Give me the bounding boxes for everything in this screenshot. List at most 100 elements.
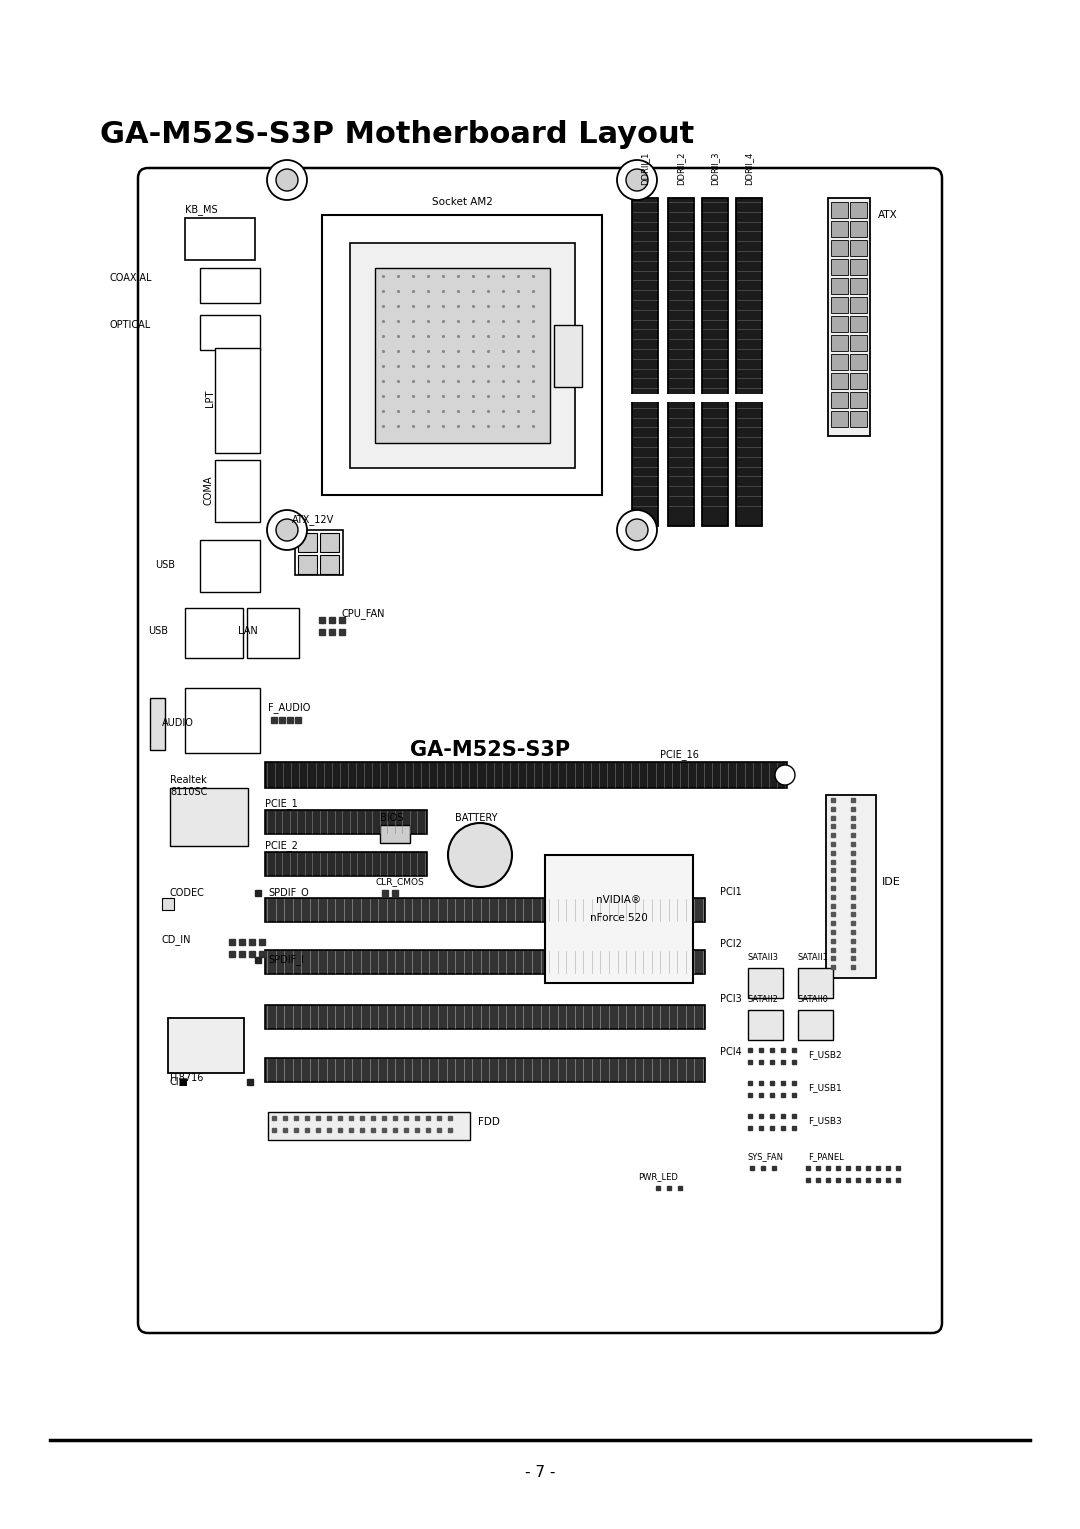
Bar [850,355,867,370]
Text: SPDIF_O: SPDIF_O [268,887,309,899]
Bar [831,411,848,427]
Bar [631,394,659,402]
Bar [735,394,762,402]
Bar [798,968,833,998]
Bar [215,460,260,521]
Text: DDRII_4: DDRII_4 [744,151,754,185]
Text: GA-M52S-S3P Motherboard Layout: GA-M52S-S3P Motherboard Layout [100,119,694,148]
Bar [850,335,867,352]
Bar [298,555,318,573]
Text: F_AUDIO: F_AUDIO [268,702,310,714]
Bar [185,609,243,657]
Text: SATAII1: SATAII1 [798,954,828,962]
Bar [831,202,848,219]
Text: COAXIAL: COAXIAL [110,274,152,283]
Text: ATX_12V: ATX_12V [292,515,334,526]
Text: IT8716: IT8716 [170,1073,203,1083]
Bar [350,243,575,468]
Bar [322,216,602,495]
Bar [667,394,696,402]
Text: LPT: LPT [205,390,215,407]
Text: PWR_LED: PWR_LED [638,1173,678,1182]
Bar [831,391,848,408]
Bar [850,278,867,294]
Bar [831,317,848,332]
Text: F_USB1: F_USB1 [808,1084,841,1093]
Text: LAN: LAN [238,625,258,636]
Text: ATX: ATX [878,209,897,220]
Text: Realtek: Realtek [170,775,206,784]
Bar [850,373,867,388]
Text: CI■: CI■ [170,1076,189,1087]
Text: BATTERY: BATTERY [455,813,498,823]
Bar [200,315,260,350]
Text: SPDIF_I: SPDIF_I [268,954,303,965]
Bar [798,1011,833,1040]
Bar [702,197,728,526]
Text: SATAII0: SATAII0 [798,995,828,1005]
Bar [185,688,260,752]
Text: USB: USB [156,560,175,570]
Circle shape [267,511,307,550]
Text: COMA: COMA [203,476,213,505]
Bar [380,826,410,842]
Text: USB: USB [148,625,168,636]
Text: CODEC: CODEC [170,888,205,898]
Bar [850,317,867,332]
Bar [298,534,318,552]
Circle shape [626,170,648,191]
FancyBboxPatch shape [138,168,942,1333]
Bar [265,852,427,876]
Bar [850,411,867,427]
Bar [831,373,848,388]
Bar [265,1058,705,1083]
Text: PCI3: PCI3 [720,994,742,1005]
Text: GA-M52S-S3P: GA-M52S-S3P [410,740,570,760]
Bar [150,699,165,751]
Bar [200,268,260,303]
Text: nVIDIA®: nVIDIA® [596,894,642,905]
Text: nForce 520: nForce 520 [590,913,648,924]
Circle shape [617,161,657,200]
Text: KB_MS: KB_MS [185,205,218,216]
Text: PCI1: PCI1 [720,887,742,898]
Text: DDRII_1: DDRII_1 [640,151,649,185]
Text: DDRII_3: DDRII_3 [711,151,719,185]
Text: OPTICAL: OPTICAL [110,320,151,330]
Bar [215,349,260,453]
Text: AUDIO: AUDIO [162,719,194,728]
Bar [168,1018,244,1073]
Bar [375,268,550,443]
Text: CD_IN: CD_IN [162,934,191,945]
Bar [831,355,848,370]
Bar [850,222,867,237]
Bar [831,222,848,237]
Bar [831,240,848,255]
Text: SYS_FAN: SYS_FAN [748,1153,784,1162]
Text: PCI4: PCI4 [720,1047,742,1057]
Text: F_USB3: F_USB3 [808,1116,841,1125]
Bar [748,968,783,998]
Bar [320,534,339,552]
Text: BIOS: BIOS [380,813,403,823]
Circle shape [276,170,298,191]
Bar [185,219,255,260]
Bar [828,197,870,436]
Text: PCIE_2: PCIE_2 [265,841,298,852]
Text: DDRII_2: DDRII_2 [676,151,686,185]
Bar [295,531,343,575]
Bar [831,258,848,275]
Bar [268,1112,470,1141]
Text: IDE: IDE [882,878,901,887]
Bar [831,278,848,294]
Circle shape [448,823,512,887]
Bar [669,197,694,526]
Bar [162,898,174,910]
Bar [265,950,705,974]
Text: PCI2: PCI2 [720,939,742,950]
Text: 8110SC: 8110SC [170,787,207,797]
Bar [545,855,693,983]
Bar [850,240,867,255]
Bar [850,297,867,313]
Bar [632,197,658,526]
